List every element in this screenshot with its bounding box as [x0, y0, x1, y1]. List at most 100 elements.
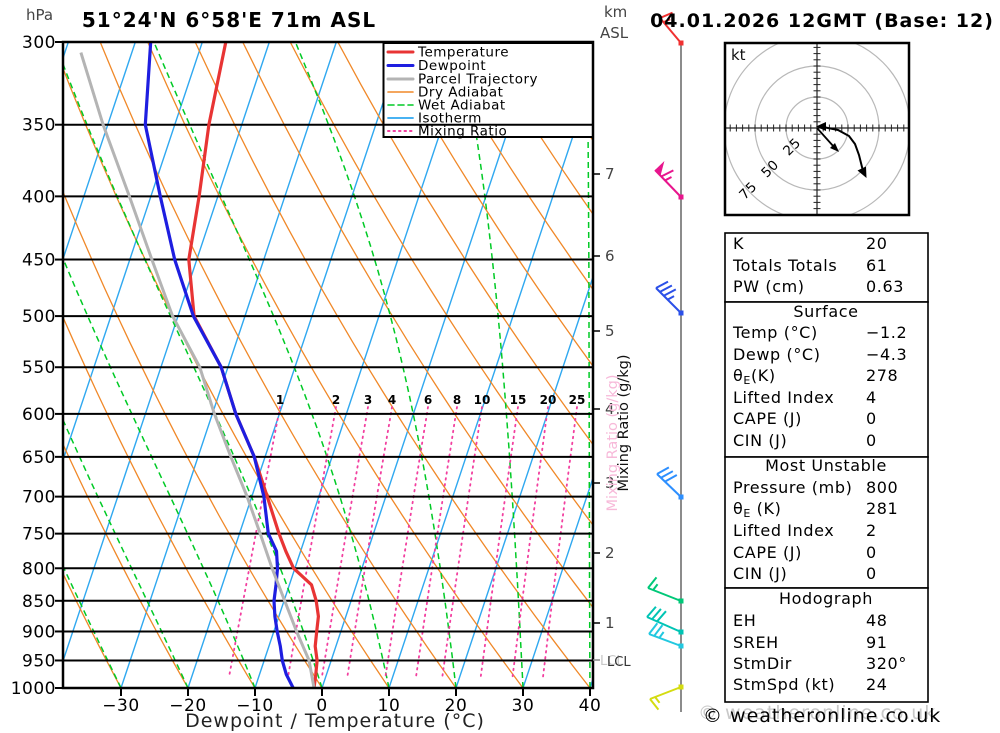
storm-motion-arrowhead [830, 143, 839, 152]
mixing-ratio-value-label: 6 [424, 393, 432, 407]
barb-full [653, 624, 664, 637]
barb-station-dot [678, 629, 684, 635]
table-row-label: CAPE (J) [733, 409, 802, 428]
dry-adiabat-line [194, 42, 591, 688]
isotherm-line [455, 274, 593, 688]
temp-tick-label: −10 [236, 696, 273, 716]
barb-full [660, 470, 674, 479]
dry-adiabat-line [432, 42, 593, 291]
pressure-tick-label: 800 [22, 559, 56, 579]
legend-item-label: Temperature [417, 45, 509, 61]
barb-full [660, 169, 674, 178]
barb-half [652, 583, 659, 591]
barb-half [663, 18, 671, 24]
table-row-label: Temp (°C) [732, 323, 818, 342]
table-row-label: Dewp (°C) [733, 345, 821, 364]
table-row-label: SREH [733, 633, 779, 652]
legend-item-label: Wet Adiabat [418, 98, 506, 114]
barb-full [659, 11, 673, 19]
hodograph-trace [822, 126, 864, 172]
table-row-label: CIN (J) [733, 564, 787, 583]
isotherm-line [63, 42, 270, 664]
barb-full [646, 606, 657, 618]
barb-full [656, 466, 670, 475]
barb-full [663, 288, 677, 297]
mixing-ratio-value-label: 4 [388, 393, 396, 407]
mixing-ratio-line [479, 406, 519, 678]
isotherm-line [63, 42, 203, 463]
temp-tick-label: 20 [445, 696, 468, 716]
barb-station-dot [678, 310, 684, 316]
mixing-ratio-value-label: 8 [453, 393, 461, 407]
run-datetime: 04.01.2026 12GMT (Base: 12) [650, 10, 994, 32]
mixing-ratio-value-label: 20 [540, 393, 557, 407]
table-row-value: 24 [866, 675, 888, 694]
mixing-ratio-labels: 1 2 3 4 6 8 10 15 20 25 [276, 393, 586, 407]
legend-border [382, 42, 594, 138]
wet-adiabat-line [63, 62, 323, 688]
barb-staff [648, 633, 682, 647]
barb-half [658, 631, 665, 639]
temp-tick-label: 30 [512, 696, 535, 716]
wind-barb-column [646, 11, 684, 712]
table-row-label: StmDir [733, 654, 792, 673]
pressure-tick-label: 900 [22, 622, 56, 642]
table-row-value: −4.3 [866, 345, 907, 364]
barb-half [654, 696, 661, 704]
dry-adiabat-line [63, 572, 122, 688]
temp-tick-label: −30 [102, 696, 139, 716]
table-row-value: 0 [866, 543, 877, 562]
barb-staff [655, 287, 682, 314]
km-tick-label: 1 [605, 614, 615, 632]
table-row-value: 61 [866, 256, 888, 275]
lcl-marker-ghost: LCL [600, 654, 624, 669]
barb-staff [656, 473, 682, 498]
isotherm-line [522, 475, 593, 688]
axes: 3003504004505005506006507007508008509009… [11, 33, 615, 716]
pressure-unit-label: hPa [26, 6, 53, 24]
isotherm-line [254, 42, 471, 688]
pressure-gridlines [63, 41, 593, 689]
plot-border [61, 40, 595, 690]
pressure-tick-label: 400 [22, 187, 56, 207]
barb-station-dot [678, 598, 684, 604]
pressure-tick-label: 950 [22, 651, 56, 671]
legend-background [383, 43, 593, 137]
temp-tick-label: 0 [316, 696, 327, 716]
barb-half [667, 295, 675, 301]
height-axis-unit-asl: ASL [600, 24, 629, 42]
mixing-ratio-line [415, 406, 458, 678]
table-row-label: Lifted Index [733, 521, 834, 540]
table-section [724, 456, 929, 589]
table-row-value: 0 [866, 431, 877, 450]
isotherm-line [187, 42, 404, 688]
mixing-ratio-value-label: 10 [474, 393, 491, 407]
table-row-label: θE (K) [733, 499, 781, 520]
isotherm-line [321, 42, 538, 688]
table-row-value: 0 [866, 564, 877, 583]
mixing-ratio-line [441, 406, 483, 678]
table-row-value: 91 [866, 633, 888, 652]
table-row-label: PW (cm) [733, 277, 805, 296]
sounding-curves [79, 42, 320, 688]
pressure-tick-label: 850 [22, 592, 56, 612]
barb-pennant [655, 161, 665, 176]
isotherm-line [120, 42, 337, 688]
wind-barb [659, 11, 684, 46]
barb-full [664, 474, 678, 483]
km-tick-label: 4 [605, 400, 615, 418]
wet-adiabat-line [586, 42, 591, 688]
barb-full [647, 576, 658, 589]
table-row-label: Totals Totals [732, 256, 837, 275]
isotherm-line [63, 42, 136, 262]
table-row-value: 281 [866, 499, 898, 518]
lcl-marker: LCL [607, 655, 631, 670]
table-section-header: Surface [793, 302, 858, 321]
table-row-label: CAPE (J) [733, 543, 802, 562]
table-row-value: 278 [866, 366, 898, 385]
wind-barb [647, 576, 684, 604]
